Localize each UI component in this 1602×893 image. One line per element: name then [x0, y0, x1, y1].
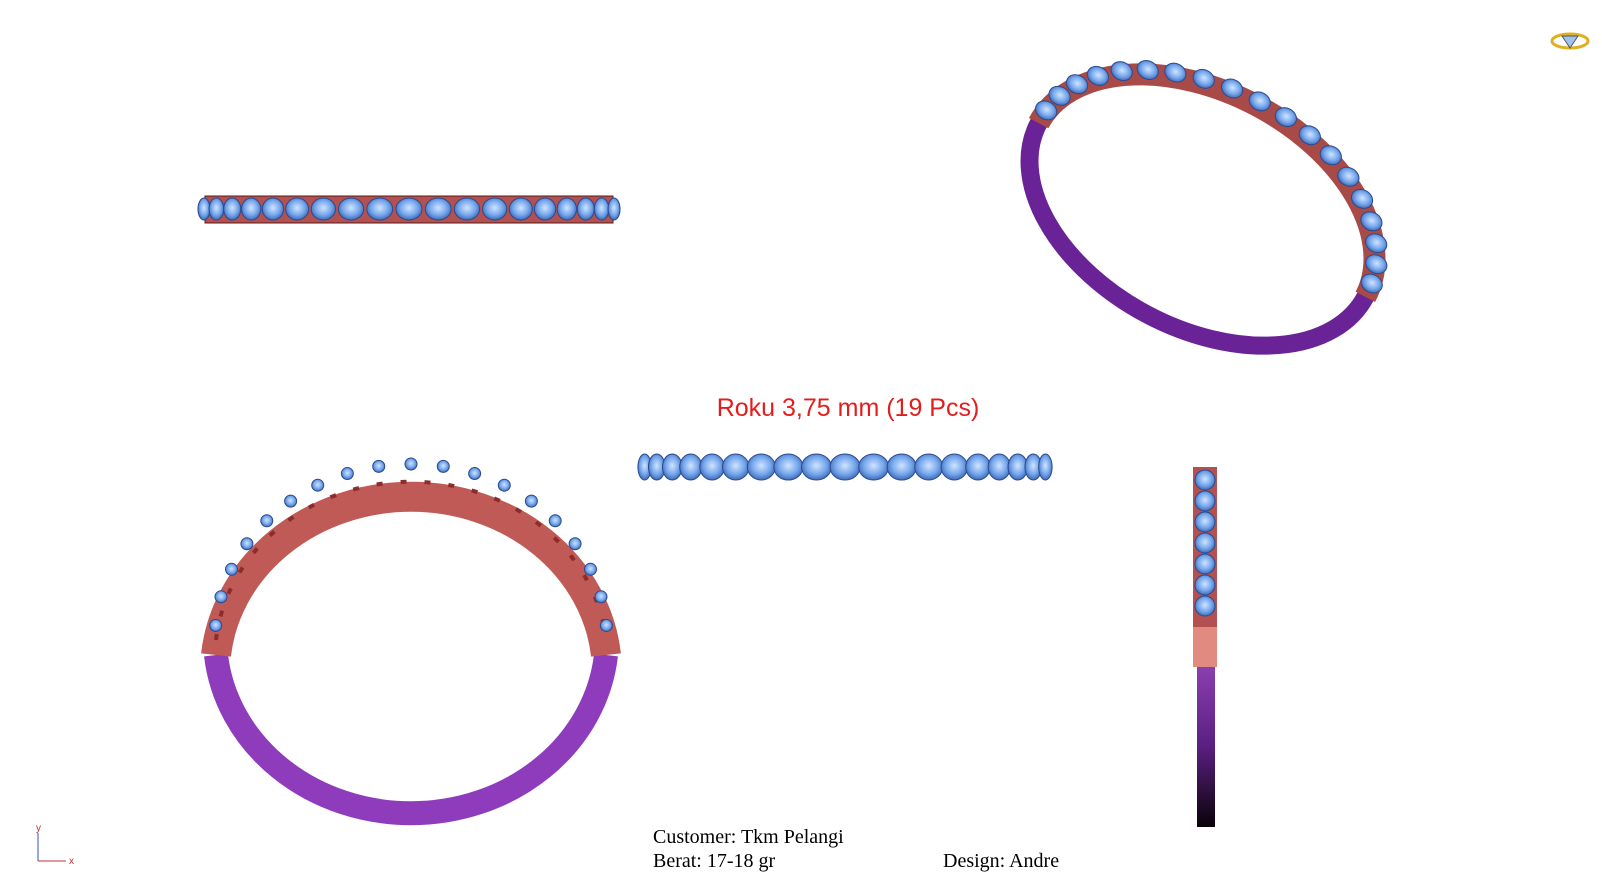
gem: [1298, 125, 1321, 146]
gem: [721, 453, 750, 481]
weight: Berat: 17-18 gr: [653, 850, 776, 872]
gem: [337, 197, 365, 221]
profile-view: [1193, 467, 1217, 827]
gem: [886, 453, 917, 481]
gem: [801, 453, 832, 481]
gem: [1360, 273, 1383, 294]
gem: [1194, 532, 1216, 554]
gem: [1194, 490, 1216, 512]
gem: [453, 197, 481, 221]
gem: [1365, 254, 1388, 275]
gem: [1337, 166, 1360, 187]
gem: [568, 537, 582, 551]
gem: [240, 537, 254, 551]
gem: [260, 514, 274, 528]
gem: [607, 197, 621, 221]
stone-spec: Roku 3,75 mm (19 Pcs): [717, 394, 980, 422]
gem: [593, 197, 610, 221]
gem: [594, 590, 608, 604]
gem: [285, 197, 310, 221]
gem: [366, 197, 394, 221]
gem: [1319, 145, 1342, 166]
gem: [261, 197, 285, 221]
designer: Design: Andre: [943, 850, 1059, 872]
gem: [482, 197, 508, 221]
axis-label: y: [36, 823, 41, 834]
axis-label: x: [69, 856, 74, 867]
gem: [556, 197, 577, 221]
iso-view: [1020, 60, 1388, 355]
gem: [548, 514, 562, 528]
gem: [1035, 100, 1058, 121]
gem: [965, 453, 991, 481]
gem: [524, 494, 538, 508]
gem: [424, 197, 452, 221]
gem: [284, 494, 298, 508]
gem: [1365, 233, 1388, 254]
gem: [372, 459, 386, 473]
gem: [661, 453, 683, 481]
gem: [310, 197, 336, 221]
gem: [576, 197, 595, 221]
gem: [436, 459, 450, 473]
gem: [1048, 85, 1071, 106]
gem: [225, 562, 239, 576]
gem: [197, 197, 211, 221]
gem: [679, 453, 703, 481]
gem: [223, 197, 242, 221]
gem: [1221, 78, 1244, 99]
gem: [746, 453, 776, 481]
gem: [1350, 188, 1374, 209]
gem: [1194, 469, 1216, 491]
gem: [1194, 574, 1216, 596]
gem: [914, 453, 944, 481]
gem: [599, 618, 613, 632]
gem: [1274, 107, 1297, 128]
logo: [1550, 32, 1590, 50]
gem: [1110, 61, 1133, 82]
gem: [1248, 91, 1271, 112]
gem: [1038, 453, 1053, 481]
stone-row: [637, 453, 1053, 481]
gem: [1194, 553, 1216, 575]
gem: [468, 467, 482, 481]
gem: [1136, 60, 1159, 80]
front-view: [201, 457, 621, 826]
gem: [1360, 211, 1383, 232]
gem: [940, 453, 969, 481]
gem: [1194, 595, 1216, 617]
gem: [241, 197, 262, 221]
gem: [533, 197, 557, 221]
gem: [987, 453, 1011, 481]
side-view: [197, 195, 621, 224]
customer: Customer: Tkm Pelangi: [653, 826, 844, 848]
gem: [583, 562, 597, 576]
gem: [214, 590, 228, 604]
gem: [508, 197, 533, 221]
gem: [209, 618, 223, 632]
gem: [208, 197, 225, 221]
gem: [404, 457, 418, 471]
gem: [1086, 65, 1109, 86]
axis-triad: y x: [36, 823, 74, 867]
gem: [858, 453, 889, 481]
gem: [1194, 511, 1216, 533]
gem: [311, 478, 325, 492]
gem: [773, 453, 804, 481]
gem: [1164, 62, 1187, 83]
gem: [1192, 68, 1215, 89]
gem: [395, 197, 423, 221]
gem: [1065, 74, 1089, 95]
gem: [699, 453, 725, 481]
gem: [497, 478, 511, 492]
gem: [829, 453, 861, 481]
gem: [340, 467, 354, 481]
